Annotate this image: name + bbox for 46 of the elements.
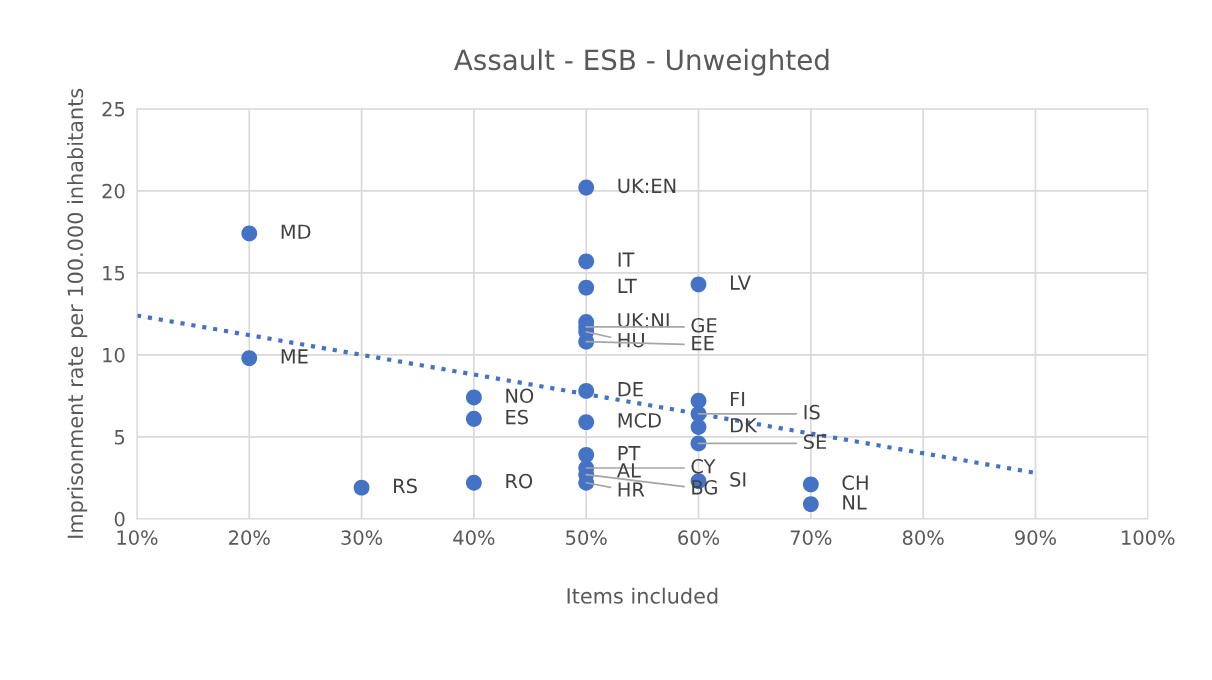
annotation: SE	[803, 434, 827, 450]
annotation: AL	[616, 463, 641, 478]
x-axis-title: Items included	[567, 587, 718, 604]
annotation: ME	[281, 349, 308, 364]
y-tick-label: 5	[114, 430, 125, 445]
annotation: RO	[506, 473, 533, 489]
annotation: NL	[843, 495, 867, 510]
annotation: EE	[692, 336, 714, 351]
annotation: GE	[691, 317, 717, 333]
x-tick-label: 80%	[902, 530, 944, 545]
chart-title: Assault - ESB - Unweighted	[454, 48, 829, 76]
annotation: CH	[842, 475, 868, 491]
annotation: FI	[730, 391, 745, 407]
x-tick-label: 50%	[566, 530, 607, 545]
y-tick-label: 25	[102, 101, 125, 117]
x-tick-label: 10%	[117, 530, 158, 545]
annotation: DE	[618, 382, 643, 397]
annotation: HU	[618, 332, 644, 348]
annotation: LT	[618, 278, 637, 293]
y-tick-label: 10	[103, 347, 125, 363]
annotation: MCD	[618, 413, 661, 428]
annotation: BG	[692, 479, 717, 495]
annotation: DK	[730, 418, 758, 433]
annotation: MD	[281, 224, 311, 239]
annotation: NO	[506, 388, 534, 404]
annotation: IS	[804, 404, 820, 420]
annotation: UK:EN	[618, 178, 676, 194]
y-tick-label: 20	[102, 183, 125, 199]
x-tick-label: 30%	[341, 530, 383, 545]
annotation: SI	[730, 472, 746, 487]
y-axis-title: Imprisonment rate per 100.000 inhabitants	[67, 88, 88, 538]
annotation: LV	[730, 275, 751, 290]
x-tick-label: 70%	[790, 530, 832, 545]
y-tick-label: 0	[114, 511, 125, 527]
y-tick-label: 15	[103, 266, 125, 281]
annotation: HR	[618, 482, 645, 497]
x-tick-label: 20%	[229, 530, 270, 545]
annotation: RS	[394, 478, 417, 494]
x-tick-label: 90%	[1015, 530, 1056, 545]
x-tick-label: 40%	[453, 530, 495, 545]
annotation: IT	[618, 252, 635, 267]
annotation: PT	[618, 446, 641, 461]
annotation: ES	[506, 409, 528, 425]
annotation: CY	[691, 458, 716, 474]
x-tick-label: 100%	[1122, 530, 1175, 545]
x-tick-label: 60%	[678, 530, 720, 545]
